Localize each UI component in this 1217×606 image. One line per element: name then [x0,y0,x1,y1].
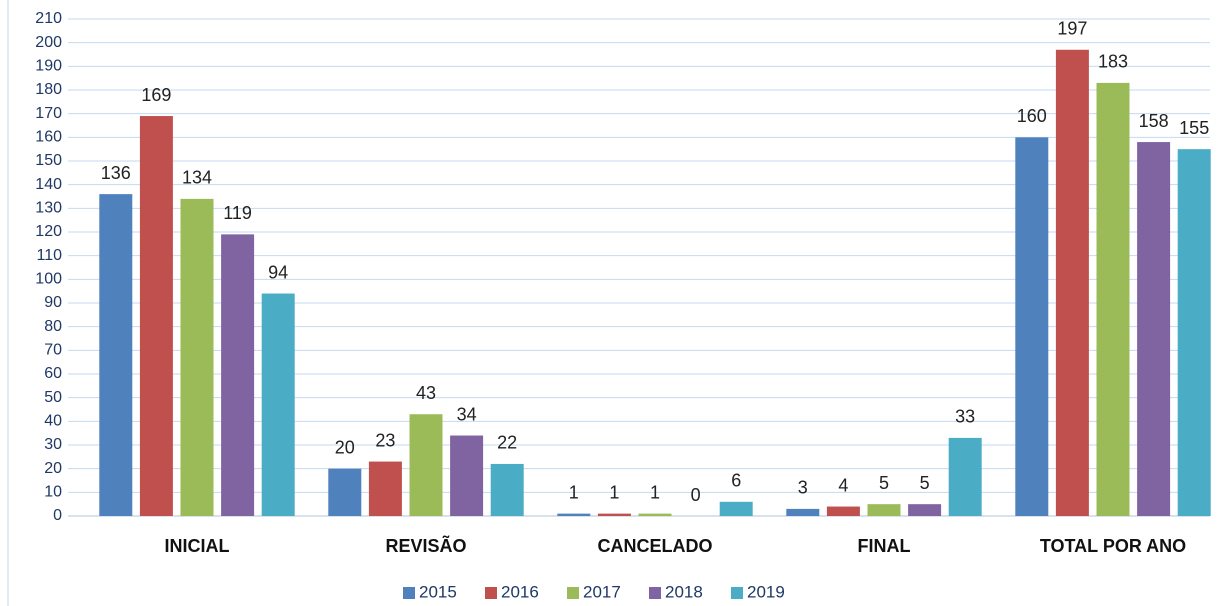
value-label: 4 [838,475,848,495]
bar [1015,137,1049,517]
value-label: 119 [223,203,252,223]
y-tick-label: 160 [35,129,62,146]
y-tick-label: 200 [35,34,62,51]
y-tick-label: 30 [44,436,62,453]
bar [867,504,901,516]
bar [948,437,982,516]
bar [221,234,255,516]
y-tick-label: 20 [44,460,62,477]
y-tick-label: 50 [44,389,62,406]
y-tick-label: 120 [35,223,62,240]
bar [1177,149,1211,516]
y-tick-label: 0 [53,507,62,524]
y-tick-label: 90 [44,294,62,311]
value-label: 1 [609,482,619,502]
value-label: 43 [416,383,436,403]
bar [368,461,402,516]
value-label: 34 [457,404,477,424]
y-tick-label: 140 [35,176,62,193]
bar [1137,142,1171,517]
legend-swatch [403,587,415,599]
bar [908,504,942,516]
value-label: 160 [1017,106,1047,126]
value-label: 197 [1057,19,1087,39]
y-tick-label: 10 [44,484,62,501]
legend-swatch [485,587,497,599]
value-label: 6 [731,471,741,491]
y-tick-label: 190 [35,58,62,75]
bar [328,468,362,516]
bar [450,435,484,516]
bar [786,508,820,516]
value-label: 22 [497,433,517,453]
value-label: 5 [920,473,930,493]
y-tick-label: 150 [35,152,62,169]
bar [1055,49,1089,517]
value-label: 33 [955,407,975,427]
legend-label: 2017 [583,582,621,601]
x-tick-label: CANCELADO [598,536,713,556]
bar [826,506,860,516]
y-tick-label: 40 [44,413,62,430]
y-tick-label: 100 [35,271,62,288]
bar [409,414,443,516]
bar [261,293,295,516]
value-label: 136 [101,163,131,183]
legend-label: 2018 [665,582,703,601]
bar [139,116,173,517]
value-label: 134 [182,168,212,188]
x-tick-label: TOTAL POR ANO [1040,536,1186,556]
x-tick-label: REVISÃO [385,535,466,556]
y-tick-label: 60 [44,365,62,382]
value-label: 94 [268,262,288,282]
legend-swatch [731,587,743,599]
value-label: 5 [879,473,889,493]
x-tick-label: FINAL [858,536,911,556]
value-label: 1 [650,482,660,502]
bar [557,513,591,516]
y-tick-label: 80 [44,318,62,335]
x-tick-label: INICIAL [165,536,230,556]
value-label: 155 [1179,118,1209,138]
value-label: 158 [1139,111,1169,131]
y-tick-label: 180 [35,81,62,98]
bar [99,194,133,516]
value-label: 1 [569,482,579,502]
y-tick-label: 130 [35,200,62,217]
value-label: 183 [1098,52,1128,72]
value-label: 3 [798,478,808,498]
bar [597,513,631,516]
value-label: 169 [141,85,171,105]
y-tick-label: 210 [35,10,62,27]
bar [1096,82,1130,517]
legend-swatch [567,587,579,599]
legend-label: 2015 [419,582,457,601]
y-tick-label: 110 [36,247,62,264]
y-tick-label: 170 [35,105,62,122]
value-label: 0 [691,485,701,505]
y-tick-label: 70 [44,342,62,359]
bar [638,513,672,516]
legend-label: 2019 [747,582,785,601]
bar [719,501,753,516]
bar [180,198,214,516]
legend-label: 2016 [501,582,539,601]
bar [490,463,524,516]
value-label: 20 [335,437,355,457]
value-label: 23 [375,430,395,450]
legend-swatch [649,587,661,599]
